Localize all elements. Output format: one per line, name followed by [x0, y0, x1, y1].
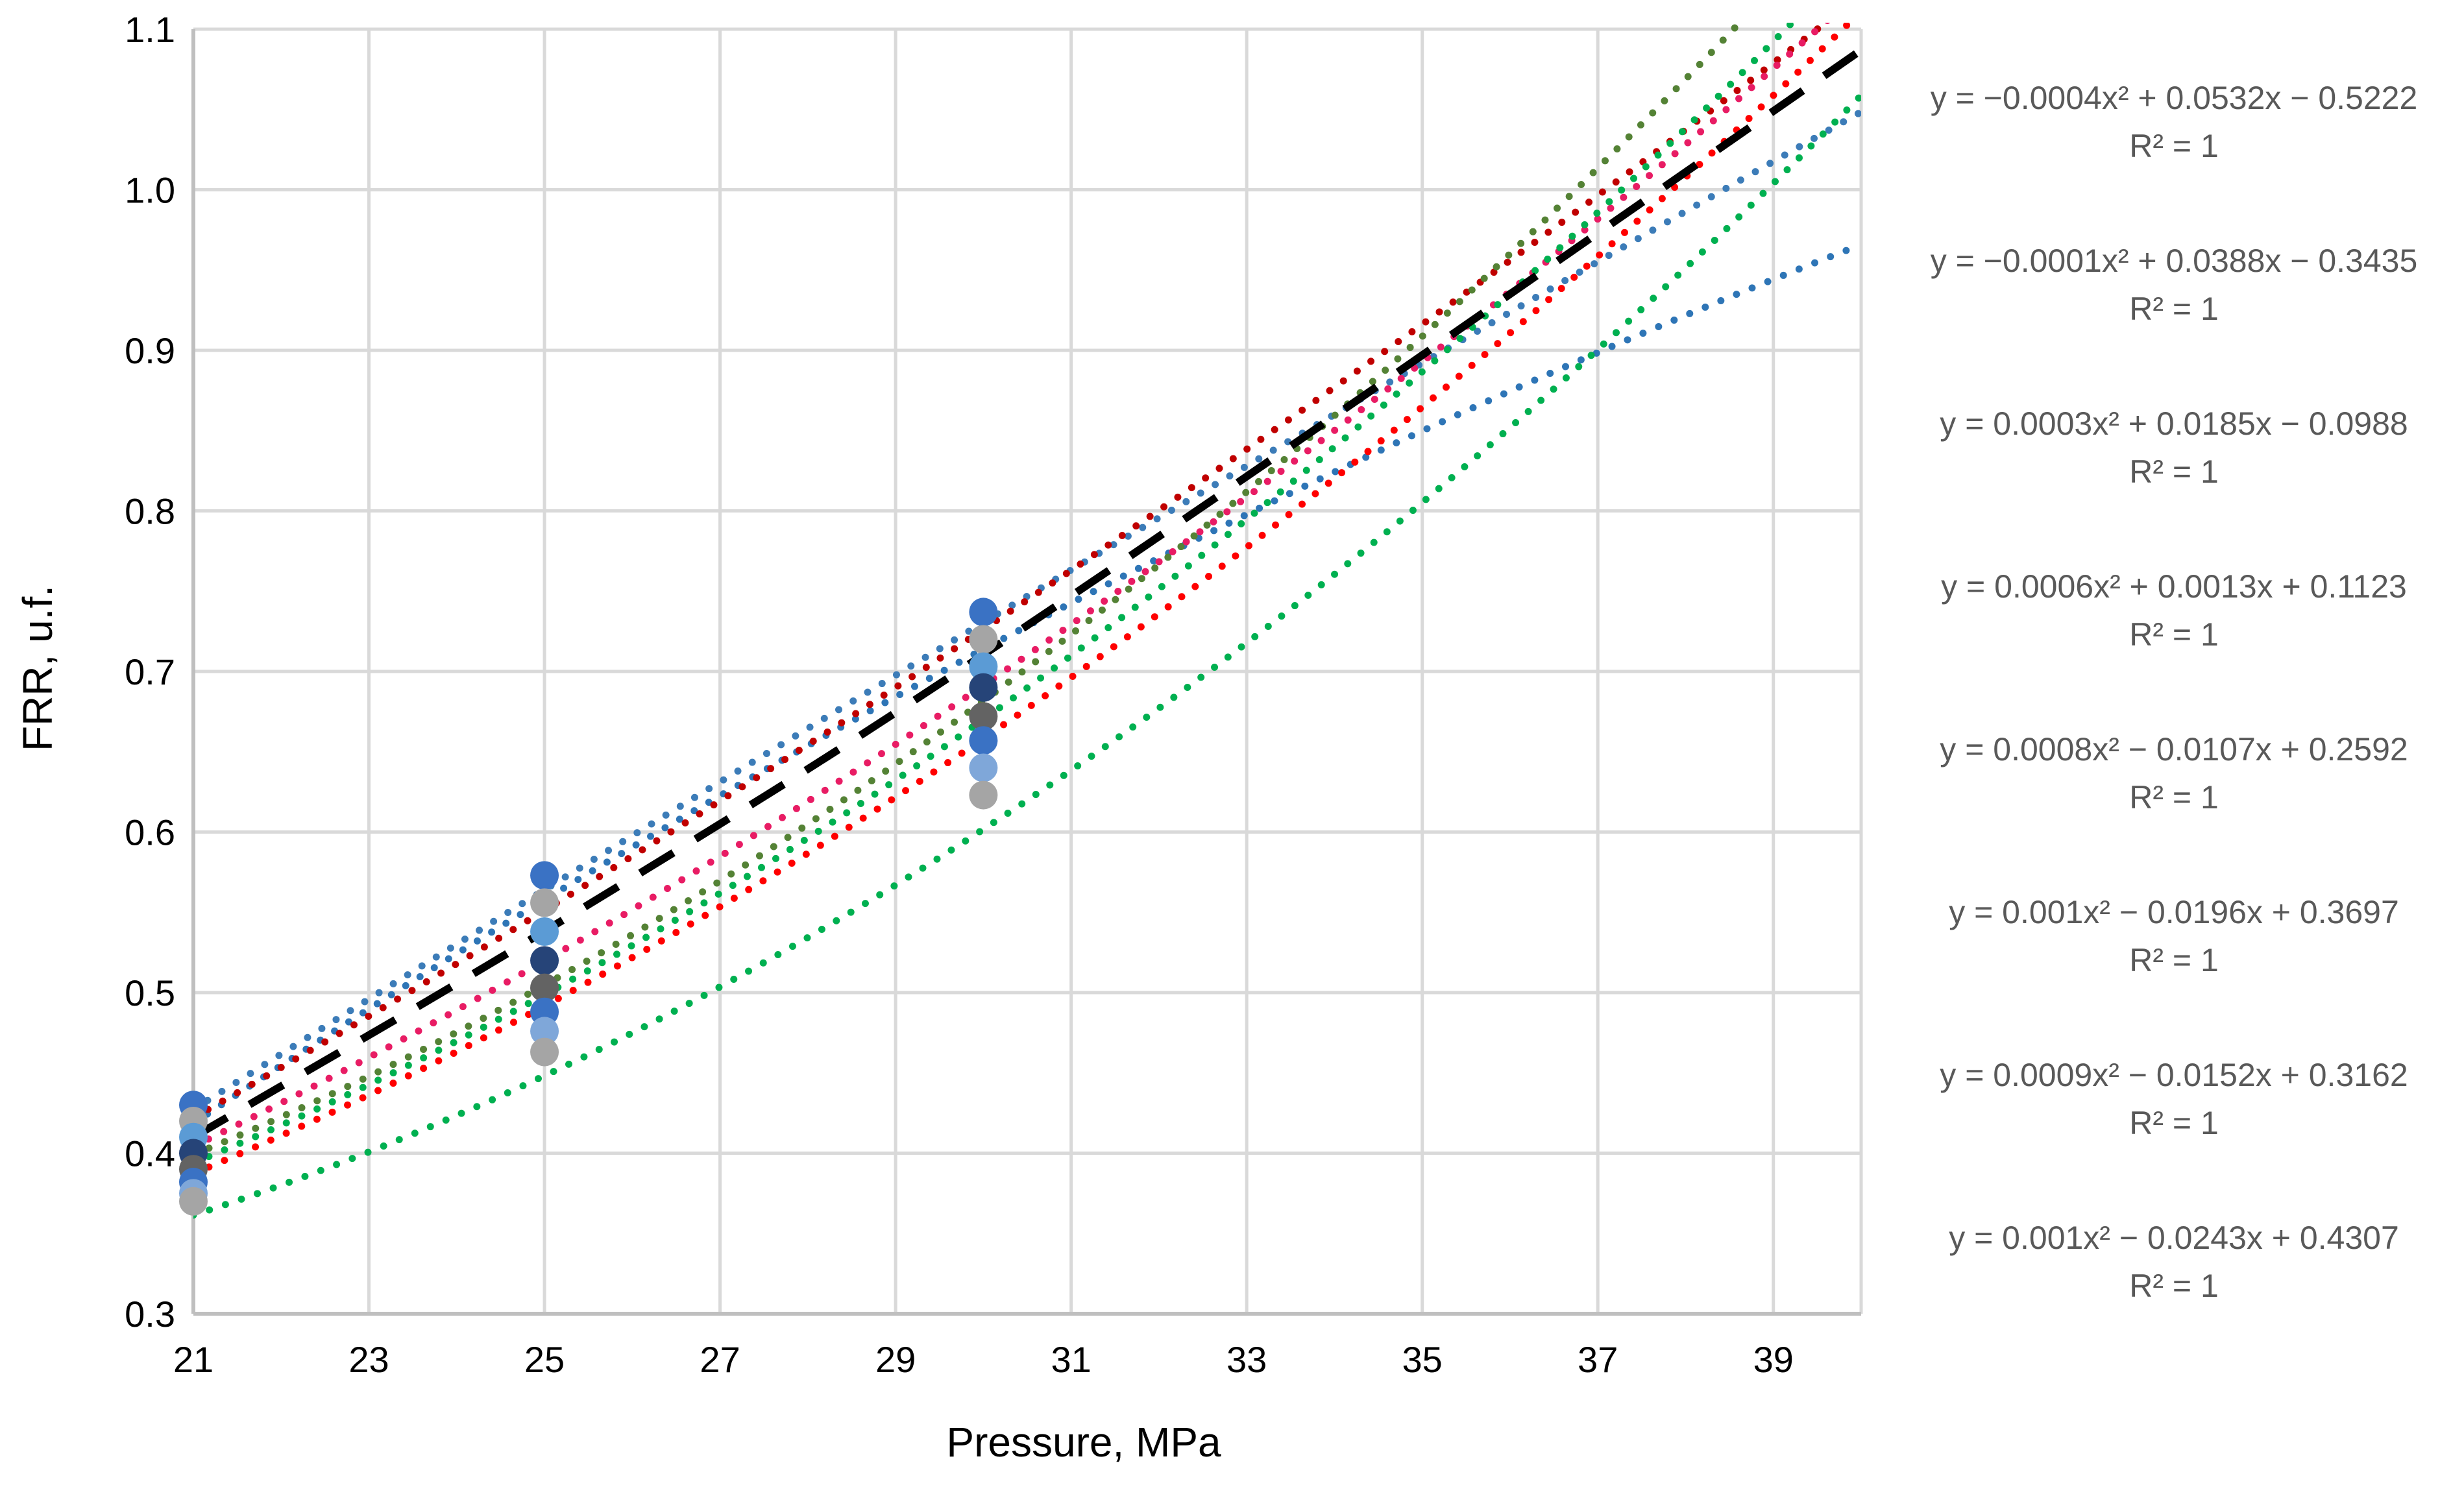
trend-r-squared: R² = 1	[2129, 942, 2219, 978]
trendline-series-4	[193, 23, 1831, 1150]
trendlines	[193, 23, 1861, 1219]
y-tick-label: 0.7	[125, 651, 175, 692]
trendline-series-6	[193, 23, 1745, 1159]
trendline-series-2	[193, 108, 1861, 1113]
trend-equation: y = 0.0003x² + 0.0185x − 0.0988	[1940, 405, 2408, 442]
y-axis-title: FRR, u.f.	[14, 585, 61, 751]
trend-r-squared: R² = 1	[2129, 1268, 2219, 1304]
data-markers	[179, 598, 998, 1216]
point-series-8	[179, 1187, 208, 1216]
average-line	[193, 47, 1861, 1141]
trend-equation: y = 0.001x² − 0.0243x + 0.4307	[1949, 1220, 2399, 1256]
trend-equation: y = 0.0008x² − 0.0107x + 0.2592	[1940, 731, 2408, 767]
x-tick-label: 31	[1051, 1339, 1091, 1380]
trend-r-squared: R² = 1	[2129, 1105, 2219, 1141]
trendline-series-1	[193, 241, 1861, 1127]
point-series-1	[969, 598, 998, 627]
point-series-7	[969, 753, 998, 782]
trend-r-squared: R² = 1	[2129, 616, 2219, 653]
trend-r-squared: R² = 1	[2129, 291, 2219, 327]
y-tick-label: 0.4	[125, 1133, 175, 1174]
trend-equation: y = 0.0009x² − 0.0152x + 0.3162	[1940, 1057, 2408, 1093]
trendline-series-3	[193, 23, 1832, 1122]
x-tick-label: 23	[348, 1339, 389, 1380]
y-tick-label: 0.3	[125, 1294, 175, 1334]
point-series-3	[530, 917, 559, 946]
point-series-8	[530, 1037, 559, 1067]
y-tick-labels: 0.3 0.4 0.5 0.6 0.7 0.8 0.9 1.0 1.1	[125, 9, 175, 1334]
y-tick-label: 1.0	[125, 170, 175, 211]
gridlines	[193, 27, 1863, 1314]
point-series-2	[530, 888, 559, 917]
x-tick-labels: 21 23 25 27 29 31 33 35 37 39	[173, 1339, 1794, 1380]
trendline-series-8	[193, 91, 1861, 1219]
point-series-2	[969, 625, 998, 654]
y-tick-label: 0.5	[125, 972, 175, 1013]
point-series-6	[969, 726, 998, 755]
y-tick-label: 0.9	[125, 330, 175, 371]
x-tick-label: 37	[1578, 1339, 1618, 1380]
point-series-4	[530, 946, 559, 975]
y-tick-label: 1.1	[125, 9, 175, 50]
x-tick-label: 33	[1226, 1339, 1267, 1380]
x-tick-label: 39	[1753, 1339, 1794, 1380]
trend-r-squared: R² = 1	[2129, 779, 2219, 815]
point-series-4	[969, 673, 998, 702]
point-series-7	[530, 1017, 559, 1046]
point-series-5	[969, 702, 998, 731]
y-tick-label: 0.6	[125, 812, 175, 853]
trend-r-squared: R² = 1	[2129, 453, 2219, 490]
x-tick-label: 35	[1402, 1339, 1443, 1380]
point-series-5	[530, 973, 559, 1002]
point-series-8	[969, 780, 998, 810]
x-tick-label: 29	[875, 1339, 916, 1380]
average-dashed-line	[193, 47, 1861, 1141]
trend-equation: y = 0.001x² − 0.0196x + 0.3697	[1949, 894, 2399, 930]
trendline-equations: y = −0.0004x² + 0.0532x − 0.5222 R² = 1 y …	[1931, 80, 2418, 1304]
y-tick-label: 0.8	[125, 491, 175, 532]
x-tick-label: 25	[524, 1339, 565, 1380]
x-tick-label: 21	[173, 1339, 213, 1380]
point-series-3	[969, 652, 998, 681]
trendline-series-7	[193, 23, 1798, 1167]
trend-equation: y = −0.0001x² + 0.0388x − 0.3435	[1931, 243, 2418, 279]
trendline-series-5	[193, 23, 1855, 1177]
trend-equation: y = −0.0004x² + 0.0532x − 0.5222	[1931, 80, 2418, 116]
x-axis-title: Pressure, MPa	[946, 1419, 1221, 1466]
trend-r-squared: R² = 1	[2129, 128, 2219, 164]
x-tick-label: 27	[700, 1339, 740, 1380]
trend-equation: y = 0.0006x² + 0.0013x + 0.1123	[1941, 568, 2407, 605]
point-series-1	[530, 861, 559, 890]
